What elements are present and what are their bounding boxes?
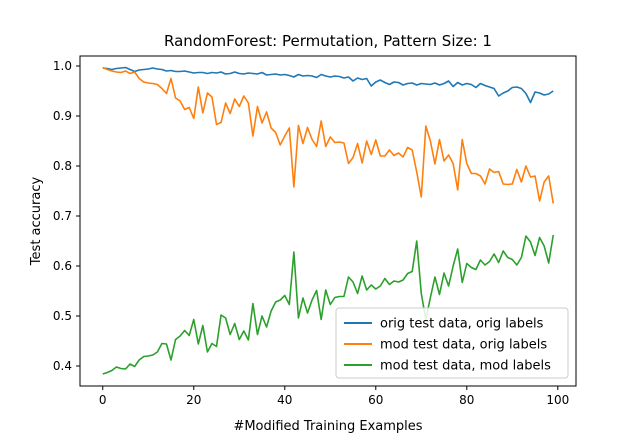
x-tick-label: 0 xyxy=(99,393,107,407)
series-line-2 xyxy=(102,66,555,204)
y-tick-label: 0.5 xyxy=(53,309,72,323)
series-line-3 xyxy=(102,234,555,375)
legend-label-3: mod test data, mod labels xyxy=(380,359,551,374)
y-axis-ticks: 0.4 0.5 0.6 0.7 0.8 0.9 1.0 xyxy=(53,59,80,373)
x-tick-label: 80 xyxy=(459,393,474,407)
y-axis-label: Test accuracy xyxy=(29,177,44,267)
legend-box xyxy=(335,307,569,379)
x-tick-label: 40 xyxy=(277,393,292,407)
y-tick-label: 1.0 xyxy=(53,59,72,73)
y-tick-label: 0.6 xyxy=(53,259,72,273)
legend-label-1: orig test data, orig labels xyxy=(380,317,544,332)
y-tick-label: 0.8 xyxy=(53,159,72,173)
y-tick-label: 0.9 xyxy=(53,109,72,123)
series-layer xyxy=(102,66,555,375)
x-axis-ticks: 0 20 40 60 80 100 xyxy=(99,386,569,407)
axes-frame xyxy=(79,55,577,387)
x-axis-label: #Modified Training Examples xyxy=(233,419,422,434)
x-tick-label: 100 xyxy=(546,393,569,407)
y-tick-label: 0.4 xyxy=(53,359,72,373)
legend-label-2: mod test data, orig labels xyxy=(380,338,547,353)
y-tick-label: 0.7 xyxy=(53,209,72,223)
series-line-1 xyxy=(102,66,554,104)
chart-title: RandomForest: Permutation, Pattern Size:… xyxy=(164,32,492,50)
x-tick-label: 20 xyxy=(186,393,201,407)
x-tick-label: 60 xyxy=(368,393,383,407)
legend: orig test data, orig labels mod test data… xyxy=(335,307,569,379)
